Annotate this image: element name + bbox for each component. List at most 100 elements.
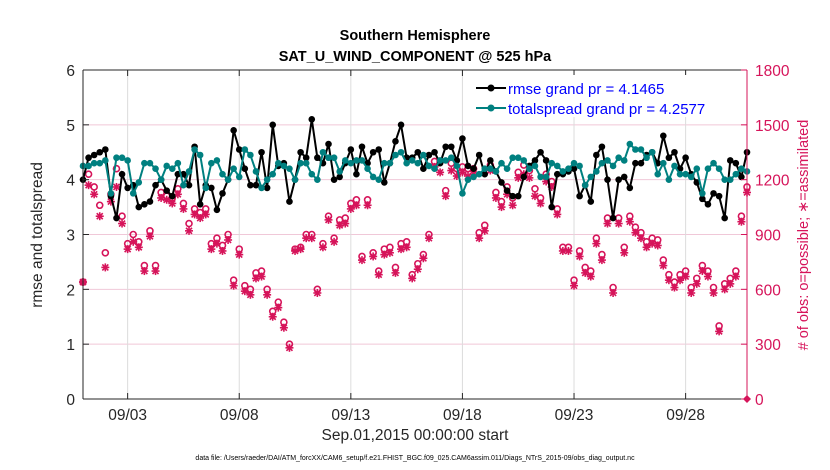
obs-assimilated-point (737, 217, 746, 226)
asterisk-stroke (313, 289, 321, 297)
asterisk-stroke (391, 269, 400, 277)
asterisk-stroke (559, 247, 567, 255)
obs-possible-point (84, 170, 93, 178)
x-tick-label: 09/28 (666, 407, 705, 424)
obs-assimilated-point (636, 234, 645, 243)
totalspread-point (135, 179, 143, 186)
asterisk-stroke (631, 229, 639, 237)
asterisk-stroke (726, 280, 734, 288)
rmse-point (230, 127, 237, 134)
y-tick-label: 4 (66, 173, 75, 190)
obs-assimilated-point (692, 279, 701, 288)
obs-assimilated-point (279, 323, 288, 332)
asterisk-stroke (202, 210, 210, 218)
totalspread-point (341, 157, 349, 164)
totalspread-point (224, 176, 232, 183)
obs-assimilated-point (609, 288, 618, 297)
asterisk-stroke (269, 313, 277, 321)
asterisk-stroke (168, 199, 176, 207)
asterisk-stroke (129, 238, 137, 246)
rmse-point (185, 181, 193, 189)
rmse-point (721, 214, 728, 222)
rmse-point (146, 198, 154, 205)
asterisk-stroke (553, 210, 561, 218)
totalspread-point (559, 168, 567, 175)
obs-possible-point (101, 248, 110, 257)
obs-assimilated-point (659, 261, 668, 270)
obs-assimilated-point (296, 245, 305, 254)
rmse-point (470, 165, 477, 172)
totalspread-point (152, 165, 159, 172)
totalspread-point (102, 157, 109, 164)
asterisk-stroke (603, 219, 612, 228)
totalspread-point (274, 159, 282, 167)
totalspread-point (174, 159, 182, 167)
rmse-point (682, 154, 689, 162)
totalspread-point (687, 173, 695, 181)
asterisk-stroke (514, 174, 522, 182)
obs-assimilated-point (614, 219, 623, 228)
obs-assimilated-point (263, 290, 272, 299)
obs-assimilated-point (212, 239, 221, 248)
totalspread-point (436, 157, 444, 164)
obs-assimilated-point (720, 285, 729, 294)
asterisk-stroke (118, 219, 126, 228)
rmse-point (431, 148, 438, 156)
asterisk-stroke (609, 289, 617, 297)
totalspread-point (593, 168, 600, 175)
asterisk-stroke (626, 218, 634, 226)
totalspread-point (442, 157, 449, 164)
asterisk-stroke (324, 216, 333, 224)
asterisk-stroke (302, 234, 310, 242)
rmse-point (235, 146, 243, 153)
obs-assimilated-point (536, 199, 545, 208)
rmse-point (615, 176, 622, 183)
rmse-point (369, 148, 377, 156)
rmse-point (425, 151, 433, 159)
totalspread-point (141, 159, 148, 167)
totalspread-point (219, 170, 226, 178)
asterisk-stroke (403, 243, 411, 251)
obs-assimilated-point (726, 279, 735, 288)
totalspread-point (96, 159, 104, 167)
asterisk-stroke (414, 265, 422, 273)
totalspread-point (537, 173, 544, 181)
asterisk-stroke (191, 210, 199, 218)
totalspread-point (369, 173, 377, 181)
rmse-point (459, 135, 466, 142)
obs-assimilated-point (480, 226, 489, 235)
asterisk-stroke (536, 199, 545, 207)
obs-assimilated-point (413, 265, 422, 274)
asterisk-stroke (369, 252, 377, 260)
obs-assimilated-point (240, 287, 249, 296)
totalspread-point (520, 157, 528, 164)
rmse-point (632, 159, 639, 167)
totalspread-point (637, 146, 645, 153)
totalspread-point (286, 165, 293, 172)
obs-assimilated-point (620, 248, 629, 257)
legend-rmse-marker (487, 84, 495, 92)
rmse-point (593, 151, 600, 159)
asterisk-stroke (124, 245, 132, 253)
obs-assimilated-point (715, 327, 724, 336)
rmse-point (152, 181, 159, 189)
totalspread-point (542, 173, 550, 181)
asterisk-stroke (408, 274, 416, 282)
rmse-point (196, 201, 204, 208)
obs-assimilated-point (173, 190, 182, 199)
obs-assimilated-point (123, 245, 132, 254)
rmse-point (219, 190, 226, 197)
totalspread-point (319, 148, 327, 156)
obs-assimilated-point (676, 276, 685, 285)
totalspread-point (699, 190, 706, 197)
totalspread-point (492, 168, 500, 175)
obs-assimilated-point (564, 246, 573, 255)
rmse-point (297, 148, 304, 156)
totalspread-point (682, 170, 689, 178)
asterisk-stroke (319, 243, 327, 251)
obs-assimilated-point (731, 272, 740, 281)
totalspread-point (710, 159, 717, 167)
asterisk-stroke (179, 205, 188, 213)
asterisk-stroke (140, 267, 148, 275)
